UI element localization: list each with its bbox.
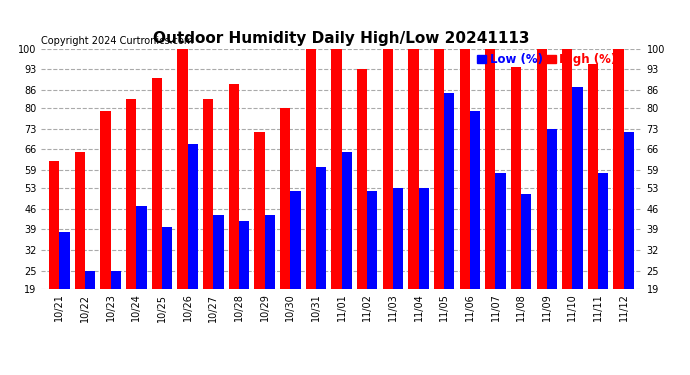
Bar — [511, 66, 521, 345]
Bar — [162, 226, 172, 345]
Bar — [342, 153, 352, 345]
Bar — [444, 93, 455, 345]
Text: Copyright 2024 Curtronics.com: Copyright 2024 Curtronics.com — [41, 36, 194, 46]
Bar — [485, 49, 495, 345]
Bar — [434, 49, 444, 345]
Title: Outdoor Humidity Daily High/Low 20241113: Outdoor Humidity Daily High/Low 20241113 — [153, 31, 530, 46]
Bar — [419, 188, 428, 345]
Bar — [613, 49, 624, 345]
Bar — [75, 153, 85, 345]
Bar — [85, 271, 95, 345]
Legend: Low (%), High (%): Low (%), High (%) — [475, 52, 618, 68]
Bar — [255, 132, 264, 345]
Bar — [137, 206, 146, 345]
Bar — [460, 49, 470, 345]
Bar — [177, 49, 188, 345]
Bar — [188, 144, 198, 345]
Bar — [228, 84, 239, 345]
Bar — [239, 220, 249, 345]
Bar — [573, 87, 582, 345]
Bar — [624, 132, 634, 345]
Bar — [101, 111, 110, 345]
Bar — [290, 191, 301, 345]
Bar — [331, 49, 342, 345]
Bar — [408, 49, 419, 345]
Bar — [393, 188, 403, 345]
Bar — [316, 167, 326, 345]
Bar — [213, 214, 224, 345]
Bar — [470, 111, 480, 345]
Bar — [49, 161, 59, 345]
Bar — [203, 99, 213, 345]
Bar — [521, 194, 531, 345]
Bar — [367, 191, 377, 345]
Bar — [546, 129, 557, 345]
Bar — [280, 108, 290, 345]
Bar — [382, 49, 393, 345]
Bar — [152, 78, 162, 345]
Bar — [598, 173, 609, 345]
Bar — [110, 271, 121, 345]
Bar — [588, 64, 598, 345]
Bar — [306, 49, 316, 345]
Bar — [264, 214, 275, 345]
Bar — [126, 99, 137, 345]
Bar — [59, 232, 70, 345]
Bar — [562, 49, 573, 345]
Bar — [495, 173, 506, 345]
Bar — [537, 49, 546, 345]
Bar — [357, 69, 367, 345]
